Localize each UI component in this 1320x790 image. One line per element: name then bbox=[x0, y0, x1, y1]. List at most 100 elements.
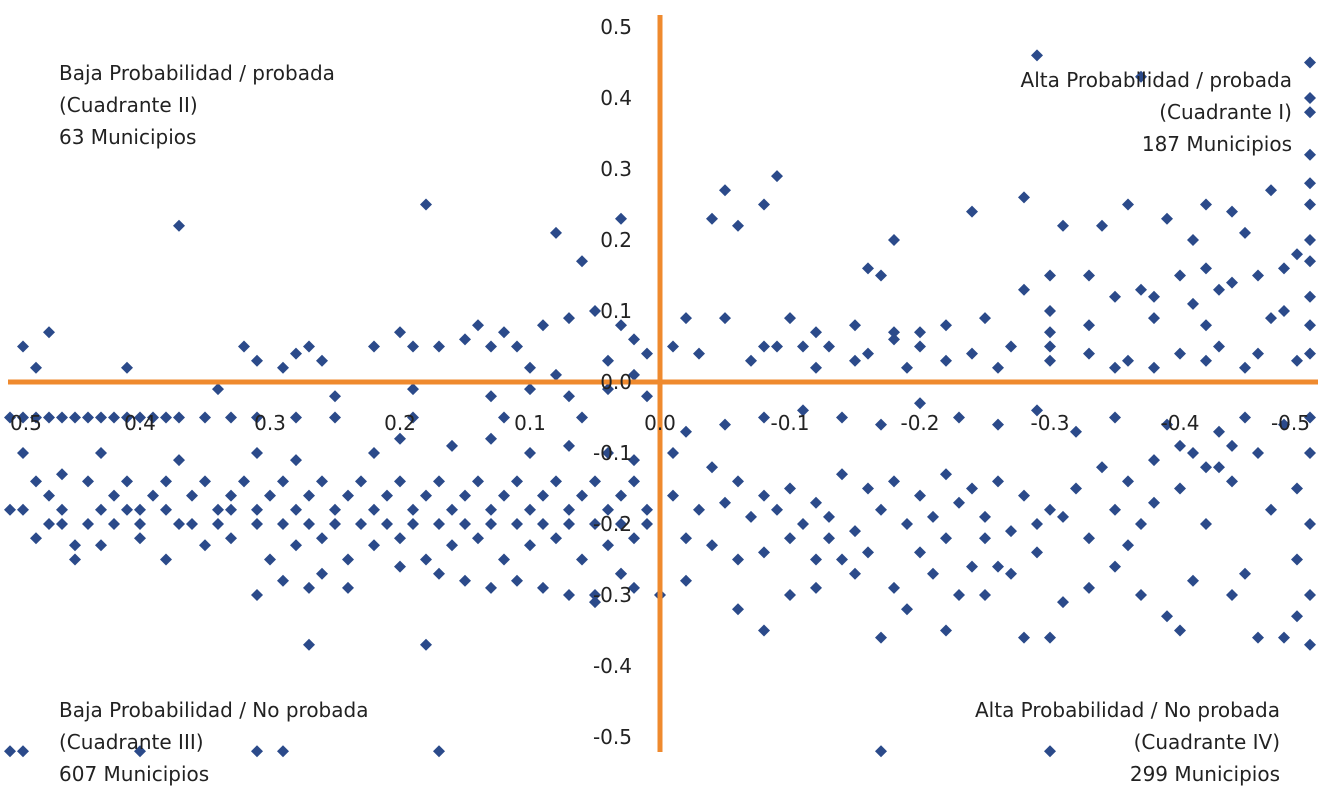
scatter-point bbox=[576, 255, 588, 268]
scatter-point bbox=[459, 518, 471, 530]
scatter-point bbox=[225, 411, 237, 424]
scatter-point bbox=[836, 553, 848, 566]
scatter-point bbox=[1135, 283, 1147, 296]
scatter-point bbox=[394, 326, 406, 339]
scatter-point bbox=[82, 475, 94, 488]
x-tick-label: -0.2 bbox=[900, 411, 939, 435]
scatter-point bbox=[43, 518, 55, 530]
scatter-point bbox=[849, 567, 861, 580]
scatter-point bbox=[472, 532, 484, 545]
scatter-point bbox=[511, 574, 523, 587]
x-tick-labels: 0.5 0.4 0.3 0.2 0.1 0.0 -0.1 -0.2 -0.3 -0.4 -0.5 bbox=[10, 411, 1310, 435]
quadrant-4-title: Alta Probabilidad / No probada bbox=[974, 698, 1280, 722]
scatter-point bbox=[459, 333, 471, 346]
scatter-point bbox=[810, 553, 822, 566]
scatter-point bbox=[342, 489, 354, 502]
scatter-point bbox=[758, 624, 770, 637]
scatter-point bbox=[719, 184, 731, 197]
scatter-point bbox=[1174, 482, 1186, 495]
scatter-point bbox=[173, 454, 185, 467]
scatter-point bbox=[810, 581, 822, 594]
scatter-point bbox=[615, 518, 627, 530]
scatter-point bbox=[1304, 518, 1316, 530]
scatter-point bbox=[602, 447, 614, 459]
scatter-point bbox=[576, 489, 588, 502]
scatter-point bbox=[1109, 290, 1121, 303]
scatter-point bbox=[901, 603, 913, 616]
x-tick-label: 0.2 bbox=[384, 411, 416, 435]
scatter-point bbox=[979, 312, 991, 325]
scatter-point bbox=[979, 532, 991, 545]
scatter-point bbox=[940, 532, 952, 545]
scatter-point bbox=[1213, 425, 1225, 438]
scatter-point bbox=[1265, 184, 1277, 197]
scatter-point bbox=[238, 475, 250, 488]
scatter-point bbox=[758, 411, 770, 424]
scatter-point bbox=[1122, 354, 1134, 367]
scatter-point bbox=[875, 418, 887, 431]
scatter-point bbox=[446, 539, 458, 552]
scatter-point bbox=[1304, 56, 1316, 69]
quadrant-1-title: Alta Probabilidad / probada bbox=[1020, 68, 1292, 92]
scatter-point bbox=[121, 475, 133, 488]
scatter-point bbox=[823, 510, 835, 523]
scatter-point bbox=[1148, 454, 1160, 467]
scatter-point bbox=[1109, 361, 1121, 374]
scatter-point bbox=[56, 411, 68, 424]
scatter-point bbox=[810, 326, 822, 339]
x-tick-label: -0.3 bbox=[1030, 411, 1069, 435]
scatter-point bbox=[1005, 525, 1017, 538]
scatter-point bbox=[1161, 610, 1173, 623]
scatter-point bbox=[1083, 319, 1095, 332]
scatter-point bbox=[1044, 503, 1056, 516]
scatter-point bbox=[810, 361, 822, 374]
scatter-point bbox=[589, 596, 601, 609]
scatter-point bbox=[1174, 439, 1186, 452]
scatter-point bbox=[758, 198, 770, 211]
scatter-point bbox=[511, 518, 523, 530]
scatter-point bbox=[706, 461, 718, 474]
scatter-point bbox=[1304, 92, 1316, 104]
scatter-point bbox=[251, 745, 263, 758]
scatter-point bbox=[212, 518, 224, 530]
scatter-point bbox=[459, 574, 471, 587]
scatter-point bbox=[1070, 482, 1082, 495]
scatter-point bbox=[134, 532, 146, 545]
y-tick-label: -0.5 bbox=[593, 725, 632, 749]
scatter-point bbox=[1096, 219, 1108, 232]
scatter-point bbox=[134, 745, 146, 758]
scatter-point bbox=[407, 411, 419, 424]
scatter-point bbox=[1226, 439, 1238, 452]
scatter-point bbox=[420, 198, 432, 211]
quadrant-3-label: Baja Probabilidad / No probada (Cuadrant… bbox=[59, 694, 368, 790]
scatter-point bbox=[433, 475, 445, 488]
scatter-point bbox=[1057, 510, 1069, 523]
scatter-point bbox=[1109, 503, 1121, 516]
scatter-point bbox=[1304, 319, 1316, 332]
y-tick-label: 0.2 bbox=[600, 228, 632, 252]
scatter-point bbox=[160, 475, 172, 488]
scatter-point bbox=[1161, 418, 1173, 431]
scatter-point bbox=[628, 454, 640, 467]
scatter-point bbox=[1239, 361, 1251, 374]
scatter-point bbox=[303, 638, 315, 651]
scatter-point bbox=[290, 539, 302, 552]
scatter-point bbox=[277, 518, 289, 530]
scatter-point bbox=[1109, 411, 1121, 424]
y-tick-label: -0.4 bbox=[593, 654, 632, 678]
scatter-point bbox=[1213, 461, 1225, 474]
scatter-point bbox=[329, 411, 341, 424]
scatter-point bbox=[381, 518, 393, 530]
scatter-point bbox=[316, 567, 328, 580]
scatter-point bbox=[953, 589, 965, 601]
scatter-point bbox=[121, 361, 133, 374]
scatter-point bbox=[589, 589, 601, 601]
scatter-point bbox=[95, 503, 107, 516]
scatter-point bbox=[264, 489, 276, 502]
scatter-point bbox=[888, 475, 900, 488]
scatter-point bbox=[329, 518, 341, 530]
scatter-point bbox=[56, 503, 68, 516]
scatter-point bbox=[1304, 106, 1316, 119]
scatter-point bbox=[1018, 489, 1030, 502]
scatter-point bbox=[186, 489, 198, 502]
